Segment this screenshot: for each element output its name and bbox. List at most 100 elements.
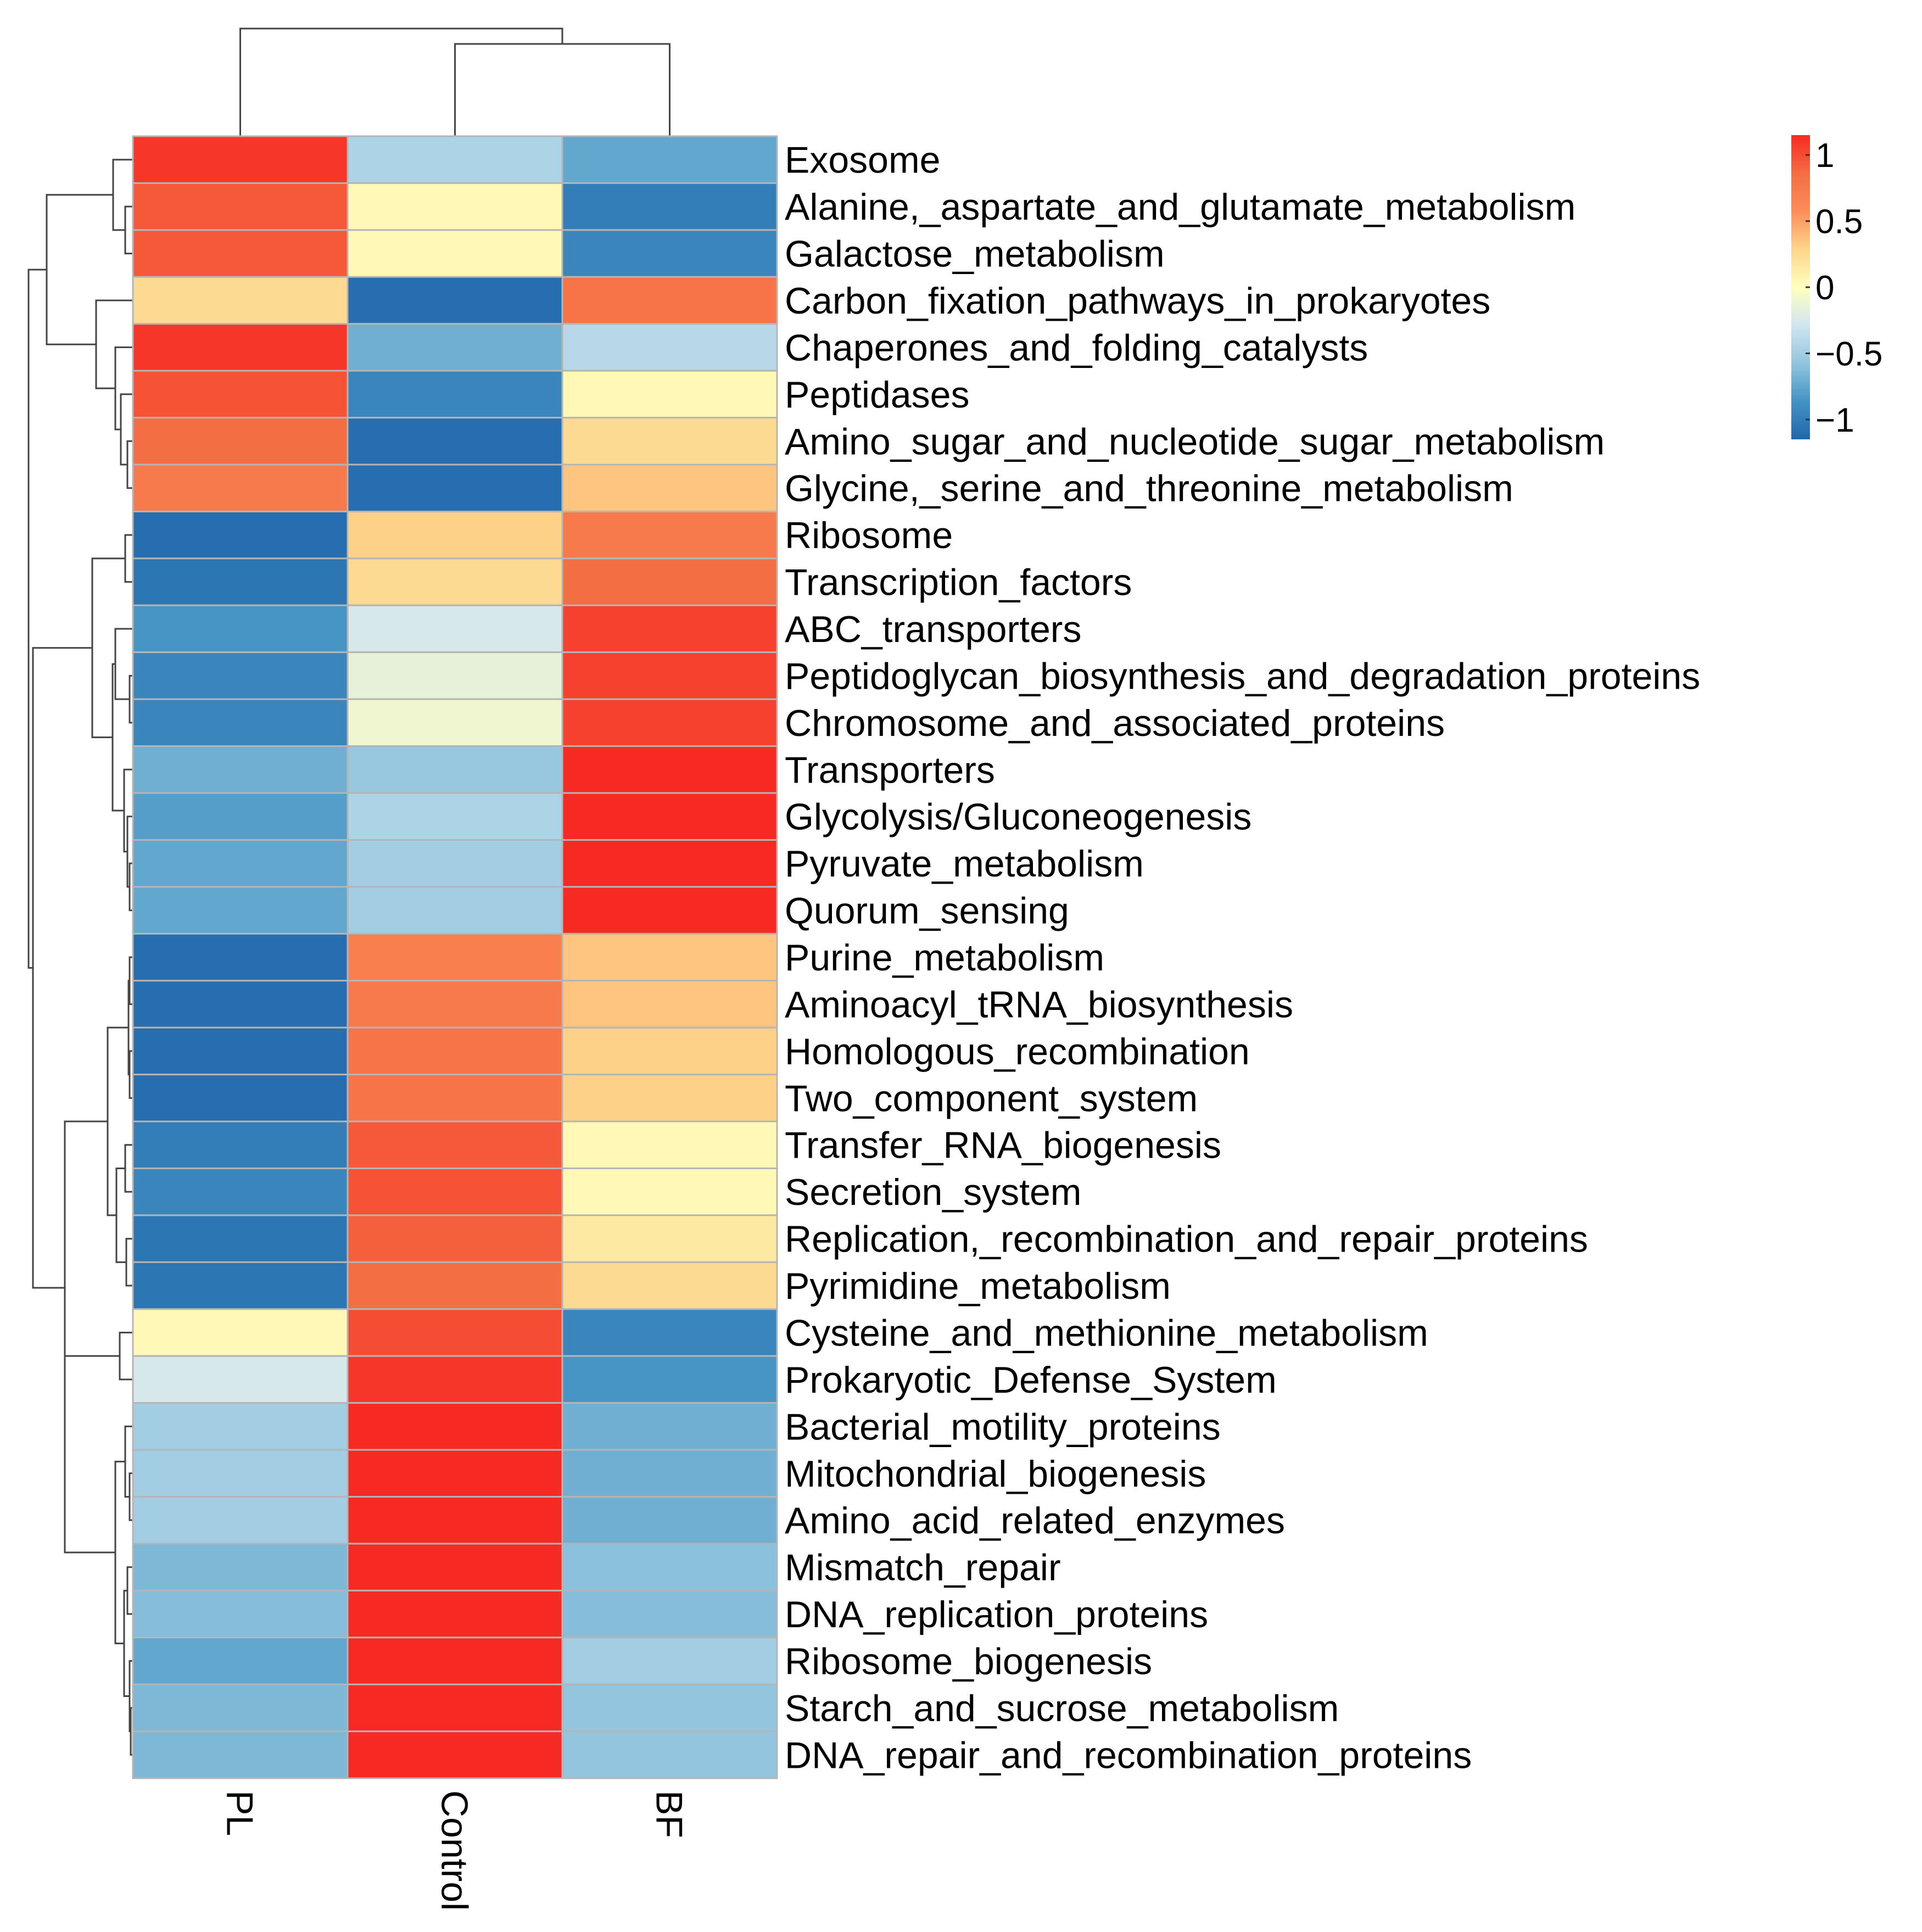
cell-transporters-pl bbox=[132, 745, 349, 794]
row-label-alanine-aspartate-and-glutamate-metabolism: Alanine,_aspartate_and_glutamate_metabol… bbox=[785, 186, 1575, 228]
row-label-ribosome-biogenesis: Ribosome_biogenesis bbox=[785, 1640, 1152, 1682]
cell-chaperones-and-folding-catalysts-control bbox=[347, 323, 563, 372]
legend-ticks: 1 0.5 0 −0.5 −1 bbox=[1806, 137, 1882, 439]
cell-ribosome-bf bbox=[561, 510, 778, 560]
row-label-starch-and-sucrose-metabolism: Starch_and_sucrose_metabolism bbox=[785, 1688, 1339, 1729]
row-dendrogram-branch bbox=[123, 768, 133, 853]
row-dendrogram-branch bbox=[91, 557, 125, 739]
cell-transfer-rna-biogenesis-control bbox=[347, 1120, 563, 1169]
row-label-chaperones-and-folding-catalysts: Chaperones_and_folding_catalysts bbox=[785, 327, 1368, 368]
row-dendrogram-branch bbox=[119, 1331, 133, 1381]
row-dendrogram-branch bbox=[124, 205, 133, 255]
cell-bacterial-motility-proteins-pl bbox=[132, 1402, 349, 1451]
cell-exosome-pl bbox=[132, 135, 349, 184]
cell-ribosome-biogenesis-control bbox=[347, 1637, 563, 1685]
cell-galactose-metabolism-bf bbox=[561, 229, 778, 278]
row-label-mitochondrial-biogenesis: Mitochondrial_biogenesis bbox=[785, 1453, 1206, 1495]
cell-carbon-fixation-pathways-in-prokaryotes-control bbox=[347, 276, 563, 325]
cell-starch-and-sucrose-metabolism-control bbox=[347, 1683, 563, 1733]
cell-peptidases-control bbox=[347, 370, 563, 419]
cell-pyrimidine-metabolism-bf bbox=[561, 1261, 778, 1310]
column-labels: PL Control BF bbox=[219, 1790, 690, 1911]
cell-mismatch-repair-bf bbox=[561, 1543, 778, 1592]
row-label-homologous-recombination: Homologous_recombination bbox=[785, 1031, 1250, 1073]
cell-amino-acid-related-enzymes-bf bbox=[561, 1495, 778, 1545]
cell-homologous-recombination-control bbox=[347, 1026, 563, 1076]
cell-glycolysis-gluconeogenesis-pl bbox=[132, 792, 349, 841]
cell-mismatch-repair-pl bbox=[132, 1543, 349, 1592]
cell-transcription-factors-bf bbox=[561, 557, 778, 606]
cell-quorum-sensing-control bbox=[347, 886, 563, 935]
cell-chromosome-and-associated-proteins-control bbox=[347, 698, 563, 747]
cell-purine-metabolism-control bbox=[347, 933, 563, 982]
legend-tick-label: 1 bbox=[1815, 137, 1834, 175]
cell-ribosome-control bbox=[347, 510, 563, 560]
row-label-quorum-sensing: Quorum_sensing bbox=[785, 890, 1069, 932]
cell-chromosome-and-associated-proteins-pl bbox=[132, 698, 349, 747]
cell-ribosome-biogenesis-pl bbox=[132, 1637, 349, 1685]
cell-dna-repair-and-recombination-proteins-control bbox=[347, 1730, 563, 1779]
heatmap-cells bbox=[132, 135, 778, 1779]
cell-secretion-system-pl bbox=[132, 1167, 349, 1216]
cell-exosome-bf bbox=[561, 135, 778, 184]
row-label-pyruvate-metabolism: Pyruvate_metabolism bbox=[785, 843, 1144, 885]
legend-tick-label: 0.5 bbox=[1815, 203, 1863, 241]
cell-mitochondrial-biogenesis-pl bbox=[132, 1449, 349, 1498]
cell-chaperones-and-folding-catalysts-bf bbox=[561, 323, 778, 372]
cell-glycolysis-gluconeogenesis-bf bbox=[561, 792, 778, 841]
cell-prokaryotic-defense-system-bf bbox=[561, 1355, 778, 1404]
cell-purine-metabolism-bf bbox=[561, 933, 778, 982]
cell-dna-replication-proteins-pl bbox=[132, 1589, 349, 1639]
cell-transfer-rna-biogenesis-bf bbox=[561, 1120, 778, 1169]
cell-peptidases-bf bbox=[561, 370, 778, 419]
cell-peptidoglycan-biosynthesis-and-degradation-proteins-bf bbox=[561, 651, 778, 700]
row-label-purine-metabolism: Purine_metabolism bbox=[785, 937, 1104, 979]
cell-alanine-aspartate-and-glutamate-metabolism-pl bbox=[132, 182, 349, 231]
row-dendrogram-branch bbox=[64, 1120, 108, 1455]
cell-chaperones-and-folding-catalysts-pl bbox=[132, 323, 349, 372]
cell-galactose-metabolism-pl bbox=[132, 229, 349, 278]
cell-cysteine-and-methionine-metabolism-control bbox=[347, 1308, 563, 1357]
cell-transcription-factors-pl bbox=[132, 557, 349, 606]
row-label-transporters: Transporters bbox=[785, 749, 995, 791]
cell-aminoacyl-trna-biosynthesis-control bbox=[347, 980, 563, 1029]
row-label-cysteine-and-methionine-metabolism: Cysteine_and_methionine_metabolism bbox=[785, 1312, 1428, 1354]
cell-two-component-system-control bbox=[347, 1074, 563, 1123]
row-label-amino-acid-related-enzymes: Amino_acid_related_enzymes bbox=[785, 1500, 1285, 1542]
cell-transporters-control bbox=[347, 745, 563, 794]
cell-peptidoglycan-biosynthesis-and-degradation-proteins-control bbox=[347, 651, 563, 700]
row-label-abc-transporters: ABC_transporters bbox=[785, 608, 1081, 650]
row-label-replication-recombination-and-repair-proteins: Replication,_recombination_and_repair_pr… bbox=[785, 1219, 1588, 1260]
cell-chromosome-and-associated-proteins-bf bbox=[561, 698, 778, 747]
cell-homologous-recombination-pl bbox=[132, 1026, 349, 1076]
row-label-dna-replication-proteins: DNA_replication_proteins bbox=[785, 1594, 1208, 1635]
cell-exosome-control bbox=[347, 135, 563, 184]
row-label-peptidases: Peptidases bbox=[785, 374, 969, 416]
row-label-aminoacyl-trna-biosynthesis: Aminoacyl_tRNA_biosynthesis bbox=[785, 984, 1293, 1025]
cell-pyrimidine-metabolism-pl bbox=[132, 1261, 349, 1310]
cell-starch-and-sucrose-metabolism-bf bbox=[561, 1683, 778, 1733]
cell-amino-acid-related-enzymes-control bbox=[347, 1495, 563, 1545]
row-dendrogram-branch bbox=[111, 663, 124, 812]
cell-purine-metabolism-pl bbox=[132, 933, 349, 982]
cell-aminoacyl-trna-biosynthesis-bf bbox=[561, 980, 778, 1029]
row-label-exosome: Exosome bbox=[785, 139, 940, 181]
row-label-dna-repair-and-recombination-proteins: DNA_repair_and_recombination_proteins bbox=[785, 1734, 1472, 1776]
cell-pyruvate-metabolism-pl bbox=[132, 839, 349, 888]
column-dendrogram-branch bbox=[239, 27, 563, 136]
cell-glycine-serine-and-threonine-metabolism-control bbox=[347, 464, 563, 512]
row-label-chromosome-and-associated-proteins: Chromosome_and_associated_proteins bbox=[785, 702, 1445, 744]
cell-alanine-aspartate-and-glutamate-metabolism-control bbox=[347, 182, 563, 231]
row-labels: Exosome Alanine,_aspartate_and_glutamate_… bbox=[785, 139, 1700, 1777]
cell-cysteine-and-methionine-metabolism-bf bbox=[561, 1308, 778, 1357]
column-label-pl: PL bbox=[219, 1790, 261, 1836]
cell-mitochondrial-biogenesis-control bbox=[347, 1449, 563, 1498]
cell-dna-repair-and-recombination-proteins-pl bbox=[132, 1730, 349, 1779]
row-label-two-component-system: Two_component_system bbox=[785, 1077, 1198, 1119]
row-label-glycolysis-gluconeogenesis: Glycolysis/Gluconeogenesis bbox=[785, 796, 1251, 838]
row-dendrogram-branch bbox=[124, 534, 133, 583]
cell-dna-replication-proteins-bf bbox=[561, 1589, 778, 1639]
row-label-peptidoglycan-biosynthesis-and-degradation-proteins: Peptidoglycan_biosynthesis_and_degradati… bbox=[785, 655, 1700, 697]
row-dendrogram-branch bbox=[112, 159, 133, 231]
column-label-control: Control bbox=[434, 1790, 476, 1911]
